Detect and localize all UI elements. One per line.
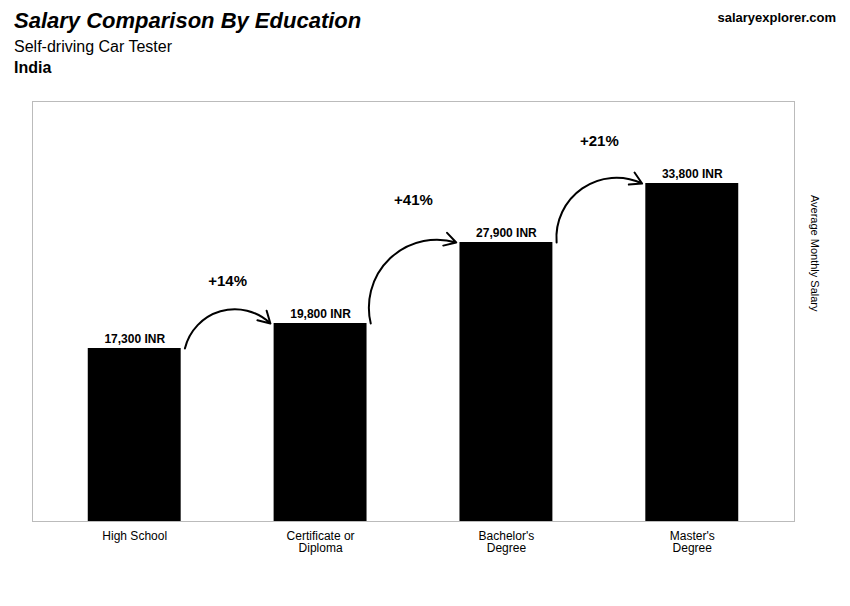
svg-text:Average Monthly Salary: Average Monthly Salary	[809, 195, 821, 312]
html-text:salaryexplorer.com: salaryexplorer.com	[717, 10, 836, 25]
html-text:Salary Comparison By Education: Salary Comparison By Education	[14, 8, 362, 33]
svg-text:+41%: +41%	[394, 191, 433, 208]
svg-text:+21%: +21%	[580, 132, 619, 149]
svg-text:+14%: +14%	[208, 272, 247, 289]
svg-text:17,300 INR: 17,300 INR	[104, 332, 165, 346]
svg-text:Bachelor'sDegree: Bachelor'sDegree	[479, 529, 535, 555]
html-text:Self-driving Car Tester: Self-driving Car Tester	[14, 38, 172, 55]
svg-text:19,800 INR: 19,800 INR	[290, 307, 351, 321]
svg-text:High School: High School	[102, 529, 167, 543]
svg-text:Master'sDegree: Master'sDegree	[670, 529, 715, 555]
html-text:India: India	[14, 59, 52, 76]
svg-text:27,900 INR: 27,900 INR	[476, 226, 537, 240]
svg-text:33,800 INR: 33,800 INR	[662, 167, 723, 181]
svg-text:Certificate orDiploma: Certificate orDiploma	[287, 529, 355, 555]
